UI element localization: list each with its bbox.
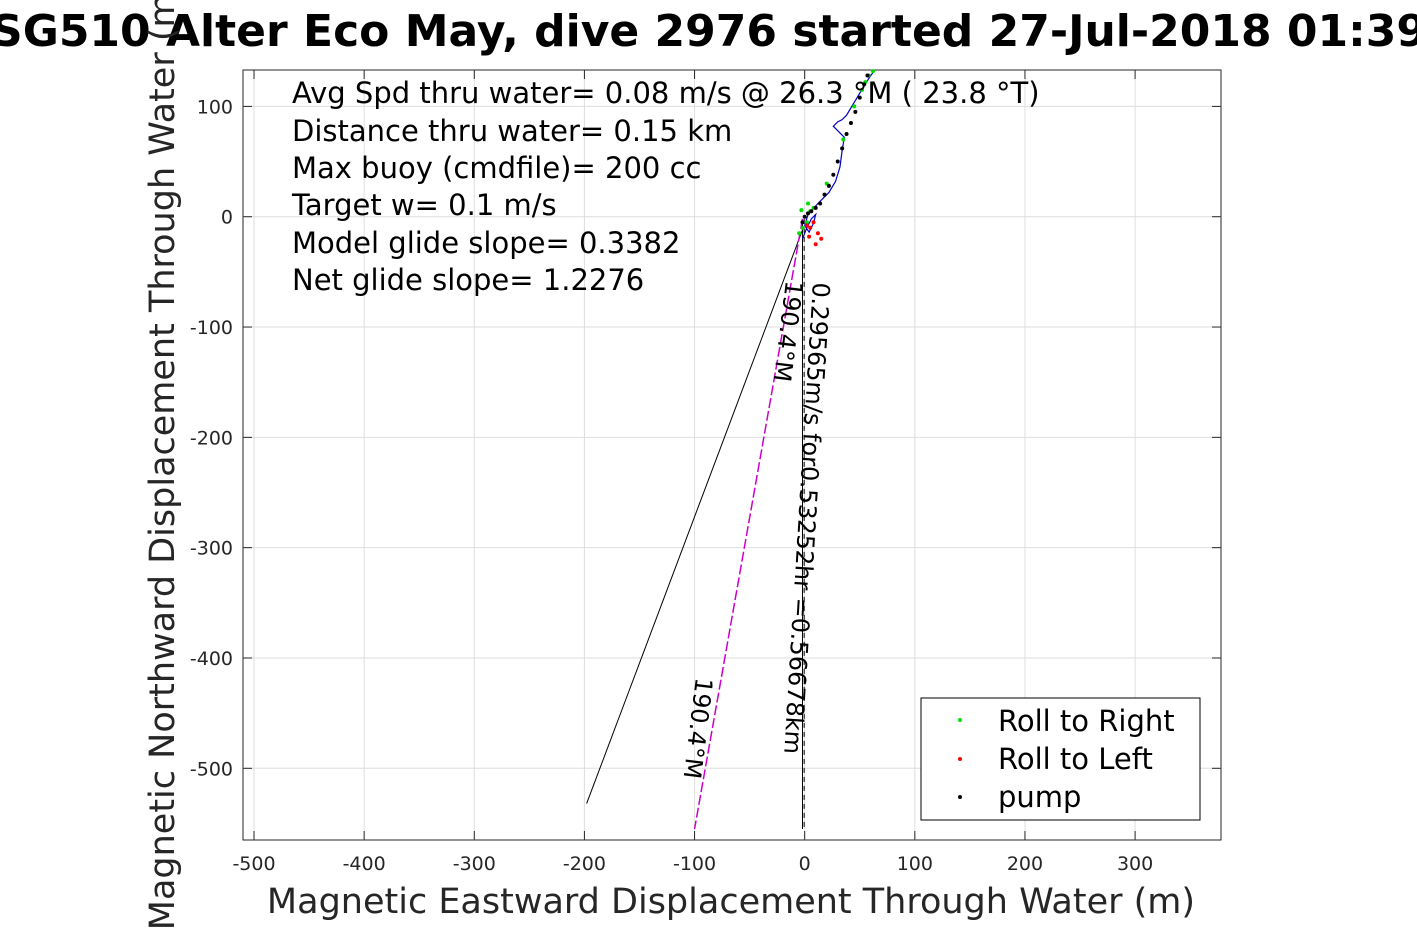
legend-marker-pump [958,795,962,799]
point-roll-to-right [870,69,875,74]
y-tick-label: 0 [221,207,233,229]
x-tick-label: -300 [453,853,496,875]
point-pump [822,192,827,197]
x-tick-label: -500 [232,853,275,875]
legend-label-pump: pump [998,780,1081,814]
legend-box [920,697,1201,821]
point-roll-to-right [805,201,810,206]
point-pump [853,109,858,114]
point-pump [802,214,807,219]
point-pump [865,73,870,78]
y-axis-label: Magnetic Northward Displacement Through … [143,0,183,930]
point-roll-to-left [807,234,812,239]
y-tick-label: -500 [190,758,233,780]
point-pump [848,120,853,125]
chart-title: SG510 Alter Eco May, dive 2976 started 2… [0,6,1417,57]
x-tick-label: 0 [799,853,811,875]
point-roll-to-left [808,225,813,230]
x-tick-label: 200 [1007,853,1043,875]
current-vector-line [693,218,804,830]
point-roll-to-right [852,104,857,109]
legend-marker-roll-left [958,757,962,761]
y-tick-labels: -500 -400 -300 -200 -100 0 100 [190,96,233,780]
annotation-max-buoy: Max buoy (cmdfile)= 200 cc [292,151,701,185]
point-roll-to-left [815,231,820,236]
y-tick-label: 100 [197,96,233,118]
legend: Roll to Right Roll to Left pump [920,697,1201,821]
annotation-distance: Distance thru water= 0.15 km [292,114,732,148]
annotation-model-glide: Model glide slope= 0.3382 [292,226,680,260]
point-roll-to-left [804,223,809,228]
y-tick-label: -300 [190,538,233,560]
legend-marker-roll-right [958,718,962,722]
x-tick-label: 300 [1117,853,1153,875]
point-roll-to-left [811,220,816,225]
point-roll-to-right [797,231,802,236]
point-pump [844,131,849,136]
point-roll-to-right [841,137,846,142]
annotation-block: Avg Spd thru water= 0.08 m/s @ 26.3 °M (… [291,76,1040,297]
point-pump [835,159,840,164]
point-roll-to-right [859,87,864,92]
y-tick-label: -100 [190,317,233,339]
point-pump [857,95,862,100]
fan-line-0 [586,229,803,804]
x-tick-label: -100 [673,853,716,875]
x-tick-label: -400 [343,853,386,875]
x-tick-label: 100 [897,853,933,875]
point-roll-to-left [819,236,824,241]
y-tick-label: -200 [190,427,233,449]
x-axis-label: Magnetic Eastward Displacement Through W… [267,882,1195,922]
grid-lines [243,70,1221,840]
point-pump [813,205,818,210]
legend-label-roll-left: Roll to Left [998,742,1153,776]
chart-marks [586,69,875,830]
point-pump [805,211,810,216]
annotation-net-glide: Net glide slope= 1.2276 [292,263,644,297]
point-pump [809,209,814,214]
axis-ticks [243,70,1221,840]
x-tick-label: -200 [563,853,606,875]
annotation-avg-speed: Avg Spd thru water= 0.08 m/s @ 26.3 °M (… [292,76,1040,110]
annotation-target-w: Target w= 0.1 m/s [291,188,557,222]
point-pump [862,82,867,87]
point-pump [831,172,836,177]
point-pump [800,220,805,225]
point-roll-to-right [800,225,805,230]
point-roll-to-left [813,242,818,247]
point-roll-to-right [799,208,804,213]
point-pump [826,183,831,188]
legend-label-roll-right: Roll to Right [998,704,1175,738]
point-roll-to-right [804,220,809,225]
point-pump [818,201,823,206]
x-tick-labels: -500 -400 -300 -200 -100 0 100 200 300 [232,853,1153,875]
y-tick-label: -400 [190,648,233,670]
point-pump [840,146,845,151]
